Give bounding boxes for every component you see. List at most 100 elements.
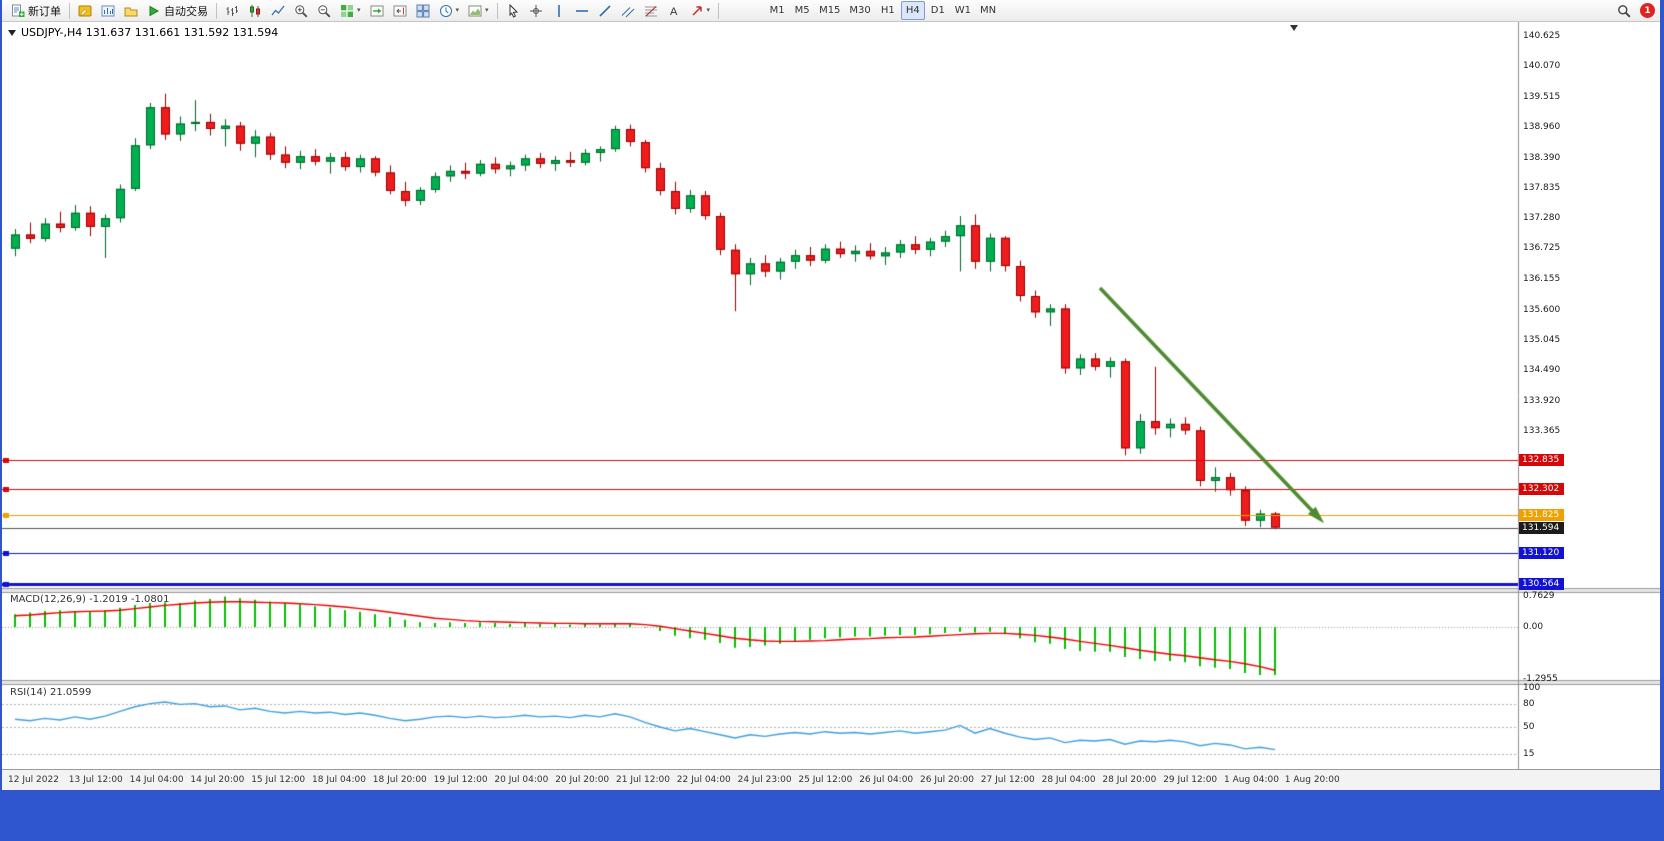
window-frame-left <box>0 0 2 841</box>
timeframe-h4-button[interactable]: H4 <box>900 1 925 20</box>
time-axis-label: 21 Jul 12:00 <box>616 775 670 785</box>
price-tag-132.835: 132.835 <box>1519 454 1564 467</box>
time-axis[interactable]: 12 Jul 2022 13 Jul 12:00 14 Jul 04:00 14 Ju… <box>2 769 1660 790</box>
time-axis-label: 27 Jul 12:00 <box>980 775 1035 785</box>
time-axis-label: 24 Jul 23:00 <box>737 775 792 785</box>
window-frame-bottom <box>0 790 1664 841</box>
time-axis-label: 15 Jul 12:00 <box>251 775 306 785</box>
time-axis-label: 18 Jul 20:00 <box>372 775 427 785</box>
chart-shift-button[interactable] <box>389 1 411 20</box>
chart-menu-arrow-icon[interactable] <box>8 29 16 36</box>
time-axis-label: 13 Jul 12:00 <box>68 775 123 785</box>
price-axis-label: 137.280 <box>1523 213 1561 224</box>
line-chart-button[interactable] <box>267 1 289 20</box>
time-axis-label: 20 Jul 04:00 <box>494 775 549 785</box>
zoom-in-icon <box>294 4 308 18</box>
horizontal-line-button[interactable] <box>571 1 593 20</box>
time-axis-label: 22 Jul 04:00 <box>676 775 731 785</box>
timeframe-m30-button[interactable]: M30 <box>849 5 871 16</box>
auto-trading-button[interactable]: 自动交易 <box>143 1 212 20</box>
price-axis-label: 137.835 <box>1523 183 1561 194</box>
vertical-line-button[interactable] <box>548 1 570 20</box>
chevron-down-icon: ▾ <box>485 6 489 14</box>
crosshair-button[interactable] <box>525 1 547 20</box>
arrows-button[interactable]: ▾ <box>686 1 715 20</box>
metaeditor-button[interactable] <box>74 1 96 20</box>
templates-button[interactable]: ▾ <box>464 1 493 20</box>
rsi-scale-label: 100 <box>1523 683 1541 693</box>
toolbar-separator <box>496 2 498 19</box>
timeframe-m15-button[interactable]: M15 <box>819 5 841 16</box>
rsi-scale-label: 80 <box>1523 698 1535 709</box>
rsi-scale-label: 15 <box>1523 749 1535 760</box>
equidistant-channel-button[interactable] <box>617 1 639 20</box>
price-tag-131.120: 131.120 <box>1519 547 1564 560</box>
rsi-indicator-label: RSI(14) 21.0599 <box>10 687 92 698</box>
chart-window: USDJPY-,H4 131.637 131.661 131.592 131.5… <box>2 22 1660 769</box>
templates-icon <box>468 4 482 18</box>
auto-scroll-button[interactable] <box>366 1 388 20</box>
time-axis-label: 14 Jul 04:00 <box>129 775 184 785</box>
time-axis-label: 1 Aug 20:00 <box>1284 775 1340 785</box>
crosshair-icon <box>529 4 543 18</box>
price-axis-label: 134.490 <box>1523 364 1561 375</box>
vertical-line-icon <box>552 4 566 18</box>
macd-indicator-label: MACD(12,26,9) -1.2019 -1.0801 <box>10 594 170 605</box>
toolbar-separator <box>718 2 720 19</box>
chevron-down-icon: ▾ <box>357 6 361 14</box>
new-order-button[interactable]: 新订单 <box>7 1 65 20</box>
market-watch-button[interactable] <box>97 1 119 20</box>
price-axis-label: 135.045 <box>1523 334 1561 345</box>
zoom-in-button[interactable] <box>290 1 312 20</box>
timeframe-m1-button[interactable]: M1 <box>769 5 785 16</box>
price-axis-label: 136.725 <box>1523 243 1561 254</box>
price-axis-label: 135.600 <box>1523 304 1561 315</box>
chevron-down-icon: ▾ <box>455 6 460 14</box>
chart-shift-marker-icon[interactable] <box>1290 25 1298 31</box>
notification-badge[interactable]: 1 <box>1640 3 1655 18</box>
metaeditor-icon <box>78 4 92 18</box>
zoom-out-icon <box>317 4 331 18</box>
bar-chart-button[interactable] <box>221 1 243 20</box>
time-axis-label: 28 Jul 20:00 <box>1102 775 1157 785</box>
bar-chart-icon <box>225 4 239 18</box>
chart-canvas[interactable] <box>2 22 1660 769</box>
zoom-out-button[interactable] <box>313 1 335 20</box>
current-price-tag: 131.594 <box>1519 521 1564 534</box>
chart-ohlc-title: USDJPY-,H4 131.637 131.661 131.592 131.5… <box>21 26 279 39</box>
candlestick-chart-icon <box>248 4 262 18</box>
candlestick-chart-button[interactable] <box>244 1 266 20</box>
price-tag-131.825: 131.825 <box>1519 508 1564 521</box>
chart-title-bar: USDJPY-,H4 131.637 131.661 131.592 131.5… <box>8 26 278 39</box>
price-axis-label: 140.625 <box>1523 31 1561 42</box>
price-axis-label: 139.515 <box>1523 91 1561 102</box>
trendline-button[interactable] <box>594 1 616 20</box>
price-axis-label: 133.365 <box>1523 426 1561 437</box>
fibonacci-button[interactable] <box>640 1 662 20</box>
timeframe-toolbar: M1 M5 M15 M30 H1 H4 D1 W1 MN <box>765 1 1000 20</box>
timeframe-h1-button[interactable]: H1 <box>880 5 895 16</box>
indicators-button[interactable]: ▾ <box>336 1 365 20</box>
periods-button[interactable]: ▾ <box>435 1 464 20</box>
navigator-button[interactable] <box>120 1 142 20</box>
text-icon: A <box>667 4 681 18</box>
timeframe-mn-button[interactable]: MN <box>980 5 997 16</box>
auto-trading-button-label: 自动交易 <box>164 4 208 18</box>
time-axis-label: 29 Jul 12:00 <box>1163 775 1218 785</box>
timeframe-w1-button[interactable]: W1 <box>954 5 972 16</box>
search-button[interactable] <box>1613 1 1635 20</box>
cursor-icon <box>506 3 520 18</box>
tile-windows-button[interactable] <box>412 1 434 20</box>
svg-text:A: A <box>670 6 678 18</box>
text-button[interactable]: A <box>663 1 685 20</box>
new-order-icon <box>11 4 25 18</box>
time-axis-label: 12 Jul 2022 <box>8 775 59 785</box>
timeframe-d1-button[interactable]: D1 <box>930 5 945 16</box>
trendline-icon <box>598 4 612 18</box>
timeframe-m5-button[interactable]: M5 <box>794 5 810 16</box>
cursor-button[interactable] <box>502 1 524 20</box>
navigator-icon <box>124 4 138 18</box>
time-axis-label: 25 Jul 12:00 <box>798 775 853 785</box>
time-axis-label: 20 Jul 20:00 <box>555 775 610 785</box>
